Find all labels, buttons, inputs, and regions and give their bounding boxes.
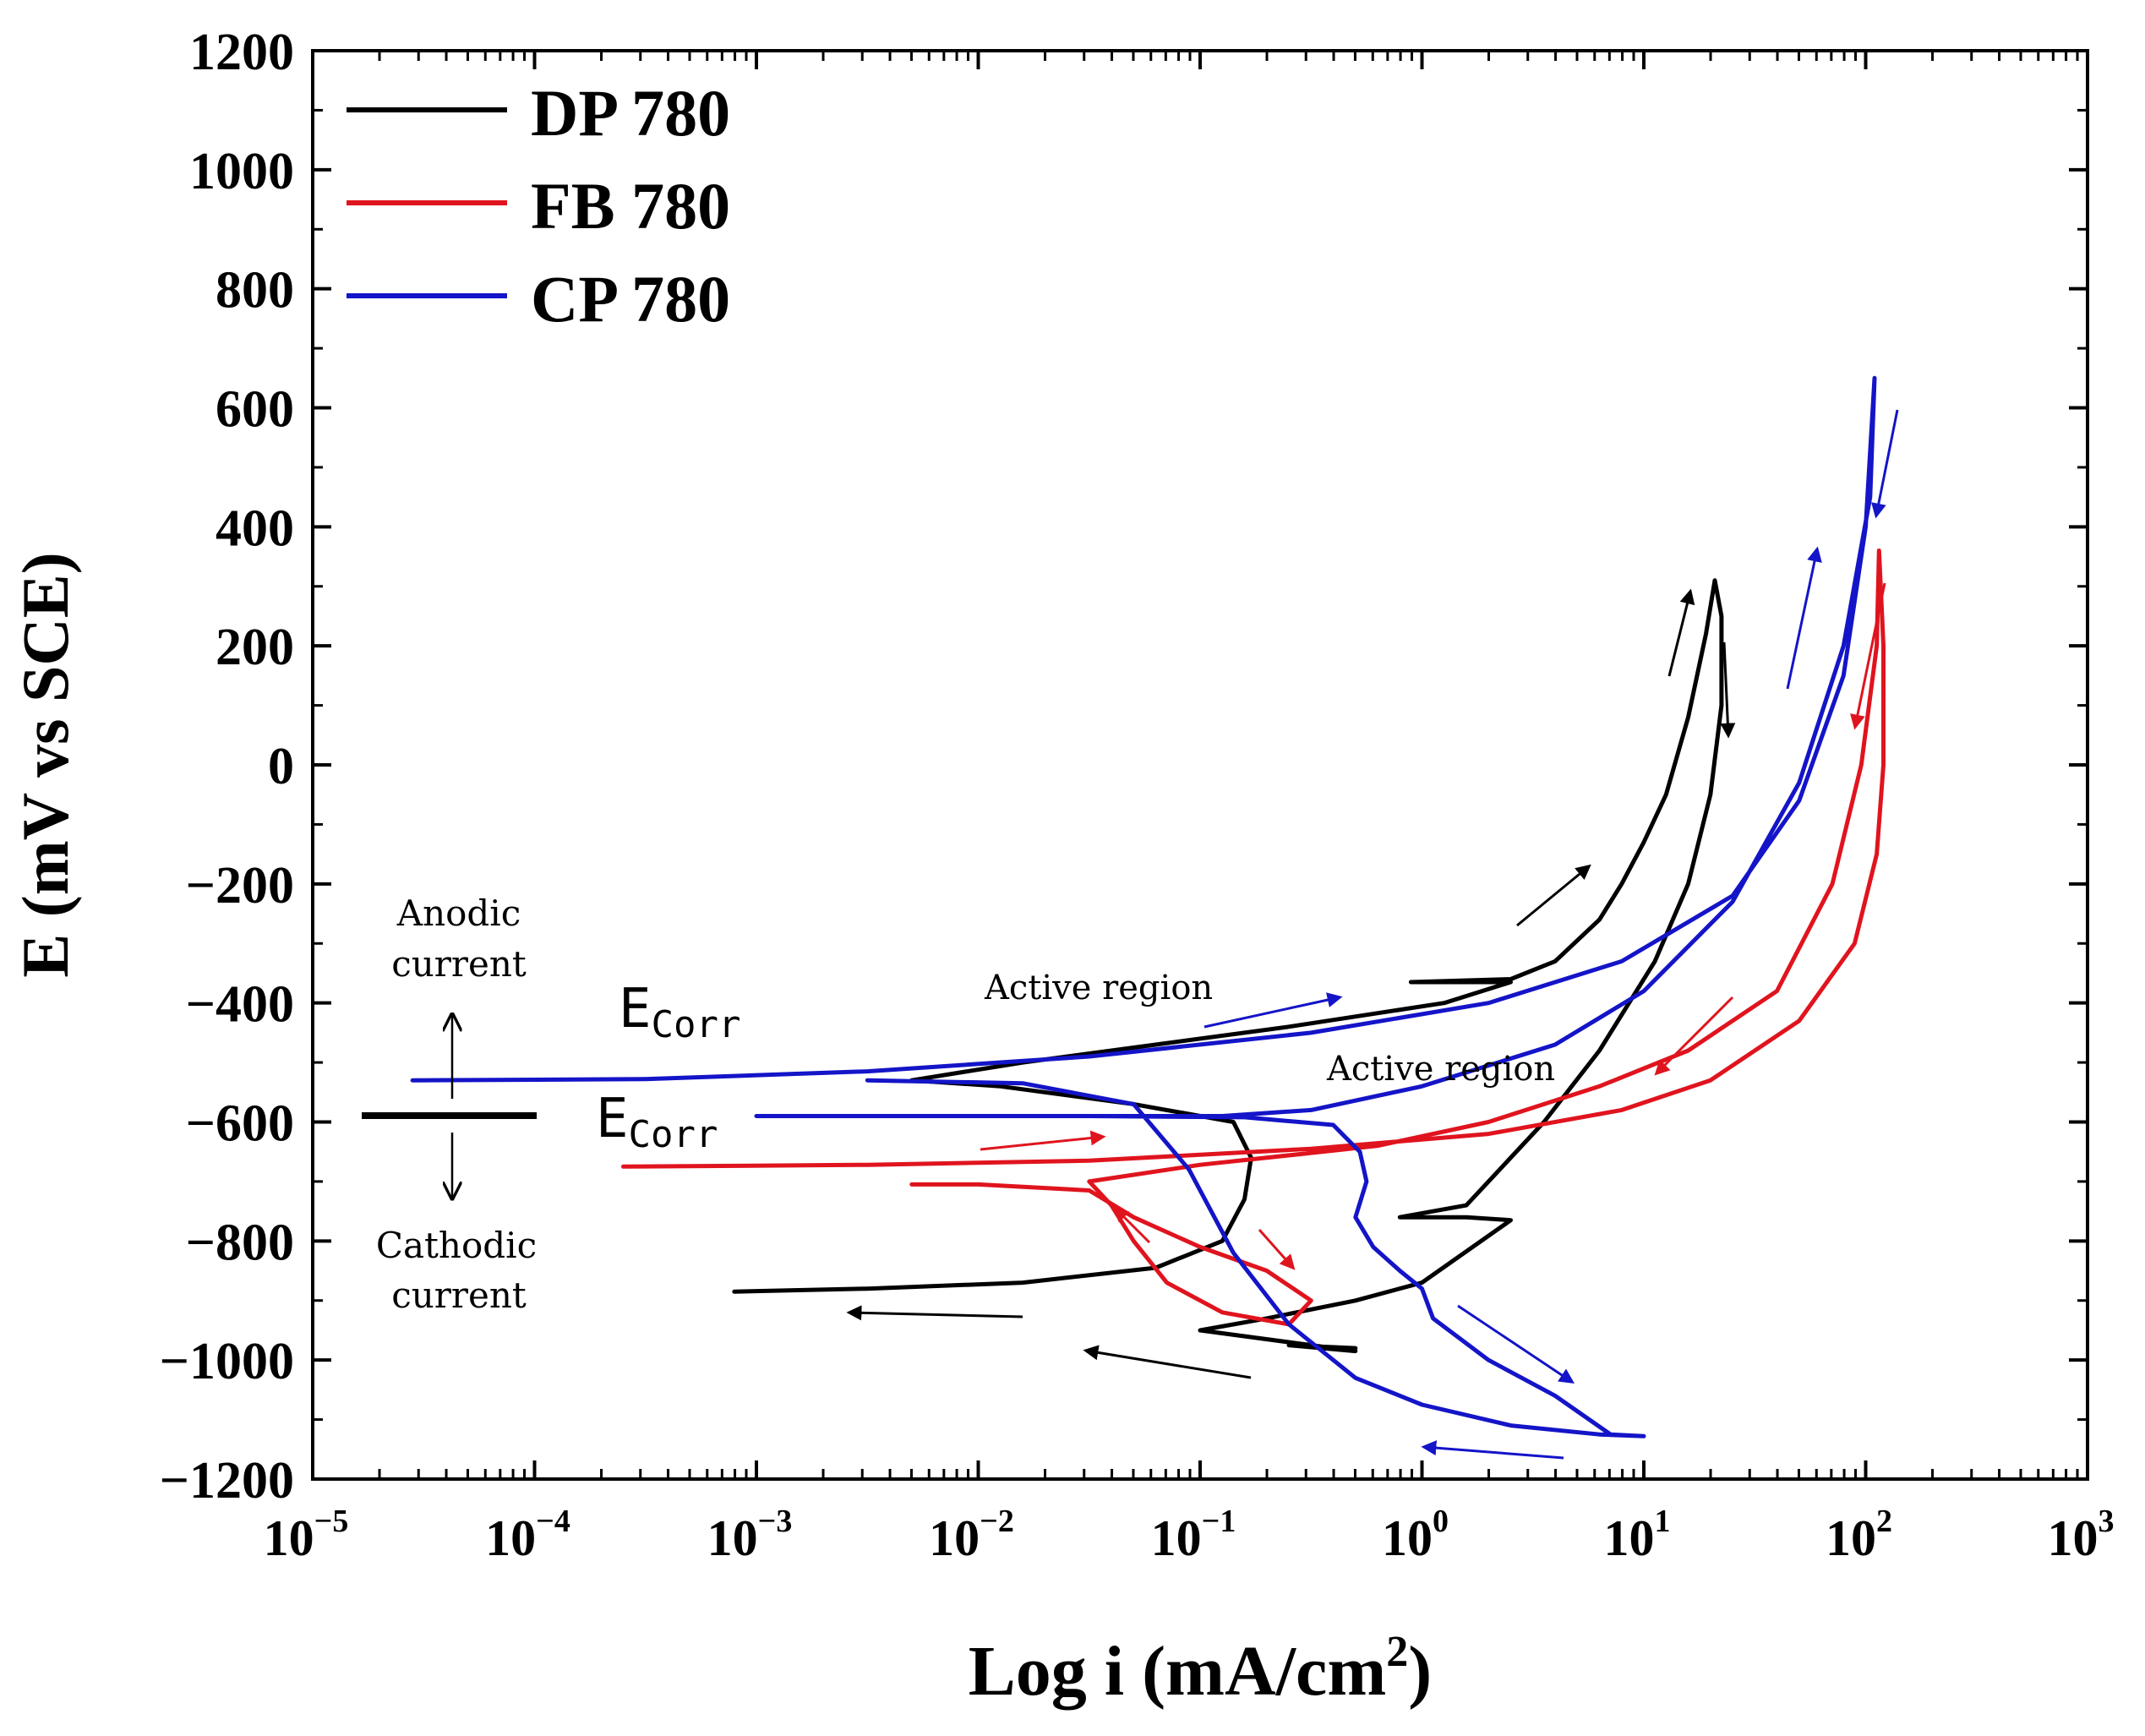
y-tick-label: 0 [268,738,294,795]
legend-label-cp780: CP 780 [531,262,730,336]
ecorr-label-2: ECorr [596,1088,718,1156]
y-tick-label: 200 [216,619,294,676]
y-tick-label: −1200 [160,1452,294,1509]
y-axis-ticks: 1200 1000 800 600 400 200 0 −200 −400 −600 −800 −10… [160,24,2088,1509]
x-tick-label: 100 [1382,1504,1449,1566]
arrow-red-2 [1113,1206,1151,1244]
anodic-label-line1: Anodic [396,893,521,934]
active-region-label-1: Active region [984,969,1213,1007]
x-tick-label: 10−3 [707,1504,793,1566]
legend: DP 780 FB 780 CP 780 [347,76,730,336]
anodic-label-line2: current [391,943,527,985]
arrow-black-5 [1083,1345,1252,1379]
active-region-label-2: Active region [1326,1050,1555,1089]
arrow-blue-5 [1421,1440,1564,1460]
x-axis-title-main: Log i (mA/cm [969,1632,1387,1711]
arrow-blue-2 [1786,546,1822,690]
x-tick-label: 10−1 [1151,1504,1236,1566]
ecorr-base: E [596,1088,629,1150]
x-axis-title-sup: 2 [1386,1628,1408,1676]
y-tick-label: 400 [216,500,294,557]
arrow-black-1 [1516,864,1591,927]
x-tick-label: 102 [1826,1504,1892,1566]
arrow-blue-1 [1203,992,1343,1029]
series-line-dp780 [732,578,1724,1354]
arrow-blue-4 [1457,1304,1575,1384]
legend-label-dp780: DP 780 [531,76,730,150]
x-tick-label: 101 [1604,1504,1671,1566]
arrow-black-2 [1667,588,1695,677]
arrow-red-3 [1258,1229,1296,1270]
x-axis-title-close: ) [1408,1632,1432,1711]
y-tick-label: 600 [216,381,294,439]
legend-label-fb780: FB 780 [531,169,730,243]
y-tick-label: −200 [186,857,294,914]
y-tick-label: −800 [186,1214,294,1271]
series-line-fb780 [621,549,1886,1327]
cathodic-label-line1: Cathodic [376,1225,537,1266]
series-layer [410,375,1886,1438]
arrow-blue-3 [1870,409,1899,519]
x-tick-label: 10−2 [929,1504,1014,1566]
ecorr-subscript: Corr [652,1003,741,1046]
ecorr-base: E [619,978,652,1040]
series-line-cp780 [410,375,1877,1438]
direction-arrows [846,409,1899,1460]
x-axis-ticks: 10−5 10−4 10−3 10−2 10−1 100 101 102 103 [264,51,2115,1566]
x-tick-label: 10−5 [264,1504,349,1566]
y-tick-label: 1000 [189,143,294,200]
y-tick-label: 1200 [189,24,294,81]
x-tick-label: 103 [2048,1504,2115,1566]
arrow-black-4 [846,1305,1023,1321]
svg-text:ECorr: ECorr [619,978,741,1046]
y-tick-label: −600 [186,1095,294,1153]
x-axis-title: Log i (mA/cm2) [969,1628,1433,1711]
y-tick-label: −1000 [160,1333,294,1390]
cathodic-label-line2: current [391,1275,527,1316]
y-axis-title: E (mV vs SCE) [8,552,82,977]
arrow-black-3 [1720,641,1736,739]
ecorr-subscript: Corr [629,1113,718,1156]
y-tick-label: −400 [186,976,294,1034]
x-tick-label: 10−4 [485,1504,570,1566]
ecorr-label-1: ECorr [619,978,741,1046]
arrow-red-4 [1654,996,1734,1076]
y-tick-label: 800 [216,262,294,319]
arrow-red-1 [980,1130,1106,1151]
arrow-red-5 [1850,582,1886,730]
svg-text:ECorr: ECorr [596,1088,718,1156]
